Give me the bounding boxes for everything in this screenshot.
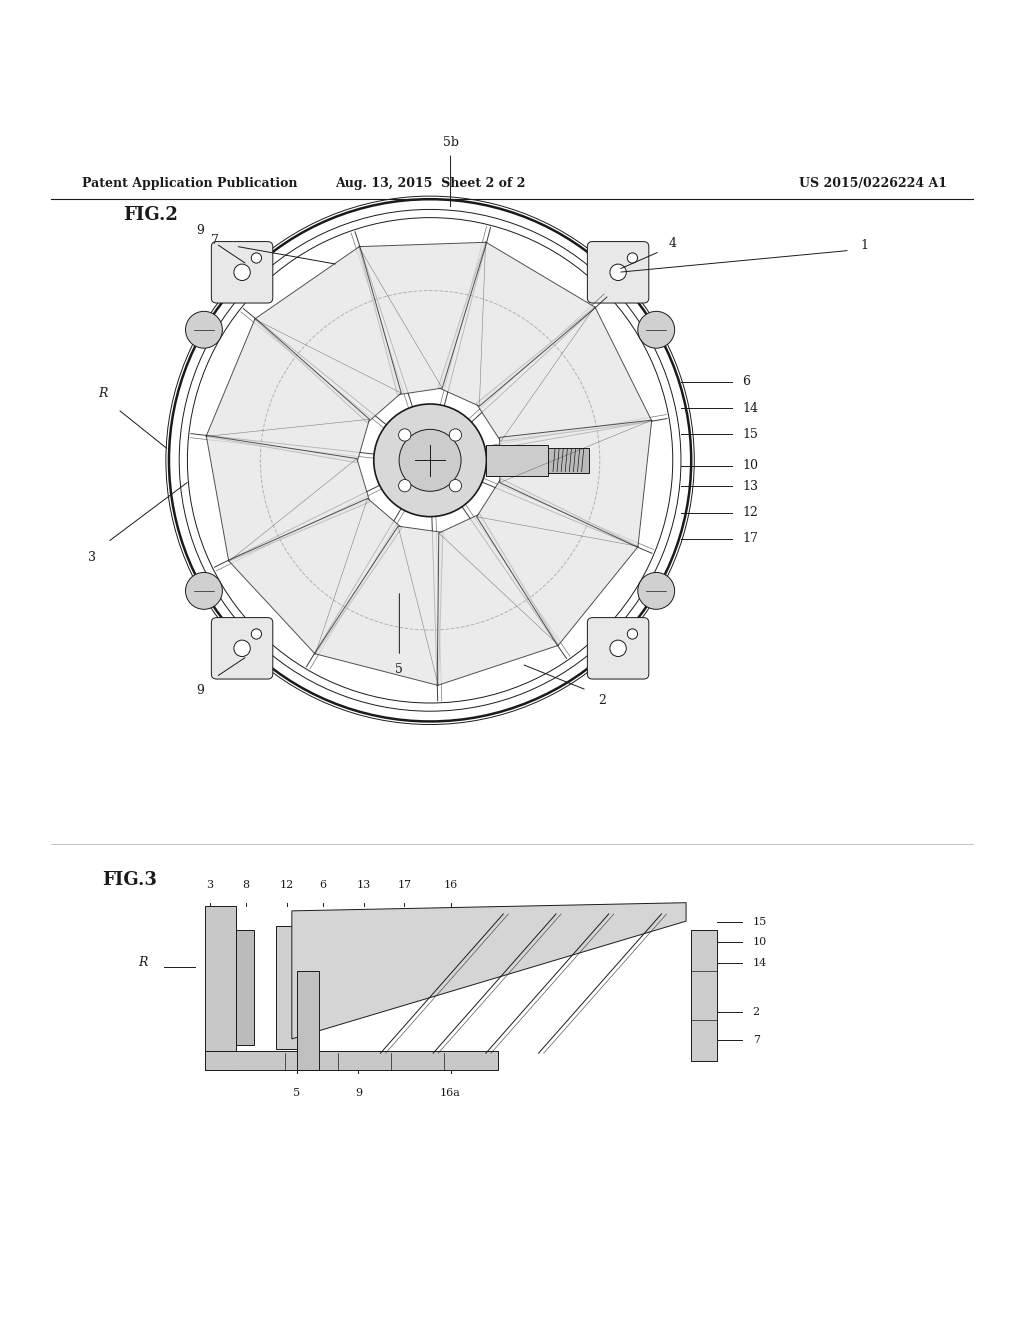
Polygon shape	[437, 513, 559, 685]
Text: 9: 9	[197, 224, 204, 238]
Circle shape	[251, 253, 261, 263]
Text: 16: 16	[443, 880, 458, 891]
Circle shape	[185, 312, 222, 348]
Text: 4: 4	[669, 238, 677, 249]
Polygon shape	[438, 242, 596, 407]
Bar	[236, 931, 254, 1045]
Bar	[691, 931, 717, 1061]
Text: 10: 10	[753, 937, 767, 946]
Text: 12: 12	[742, 506, 759, 519]
Circle shape	[610, 640, 627, 656]
Circle shape	[185, 573, 222, 610]
Text: 3: 3	[207, 880, 213, 891]
Text: 10: 10	[742, 459, 759, 473]
Text: 5: 5	[395, 663, 403, 676]
FancyBboxPatch shape	[211, 618, 272, 678]
Circle shape	[628, 253, 638, 263]
Circle shape	[638, 573, 675, 610]
Circle shape	[450, 429, 462, 441]
Bar	[297, 972, 319, 1069]
Circle shape	[450, 479, 462, 492]
Text: 7: 7	[211, 235, 219, 247]
Text: 14: 14	[753, 958, 767, 968]
Text: 6: 6	[319, 880, 326, 891]
Text: 16a: 16a	[440, 1088, 461, 1098]
Text: 12: 12	[280, 880, 294, 891]
Circle shape	[610, 264, 627, 281]
Text: 7: 7	[753, 1035, 760, 1045]
Polygon shape	[206, 436, 370, 561]
Text: FIG.2: FIG.2	[123, 206, 178, 223]
Text: 17: 17	[397, 880, 412, 891]
Bar	[205, 1051, 498, 1069]
Circle shape	[638, 312, 675, 348]
Text: R: R	[138, 956, 148, 969]
Text: 6: 6	[742, 375, 751, 388]
Polygon shape	[500, 420, 651, 548]
Polygon shape	[477, 479, 638, 645]
Text: 13: 13	[356, 880, 371, 891]
Circle shape	[251, 628, 261, 639]
Polygon shape	[206, 318, 370, 463]
FancyBboxPatch shape	[588, 618, 649, 678]
Text: Patent Application Publication: Patent Application Publication	[82, 177, 297, 190]
FancyBboxPatch shape	[211, 242, 272, 304]
Text: R: R	[97, 387, 108, 400]
Circle shape	[233, 640, 250, 656]
Text: 9: 9	[197, 684, 204, 697]
FancyBboxPatch shape	[588, 242, 649, 304]
Text: 9: 9	[355, 1088, 361, 1098]
Text: 5b: 5b	[442, 136, 459, 149]
Text: US 2015/0226224 A1: US 2015/0226224 A1	[799, 177, 947, 190]
Circle shape	[399, 429, 461, 491]
Polygon shape	[255, 247, 401, 422]
Text: 17: 17	[742, 532, 759, 545]
Text: 3: 3	[88, 552, 96, 564]
Text: 15: 15	[742, 428, 759, 441]
Polygon shape	[358, 243, 486, 395]
Bar	[205, 906, 236, 1069]
Circle shape	[398, 479, 411, 492]
Text: 15: 15	[753, 917, 767, 927]
Polygon shape	[476, 306, 652, 441]
Text: 13: 13	[742, 480, 759, 492]
Polygon shape	[292, 903, 686, 1039]
Text: 1: 1	[860, 239, 868, 252]
Text: FIG.3: FIG.3	[102, 871, 158, 890]
Text: Aug. 13, 2015  Sheet 2 of 2: Aug. 13, 2015 Sheet 2 of 2	[335, 177, 525, 190]
Text: 2: 2	[598, 694, 606, 708]
Text: 2: 2	[753, 1007, 760, 1018]
Text: 5: 5	[294, 1088, 300, 1098]
Polygon shape	[314, 527, 443, 685]
Polygon shape	[486, 445, 548, 475]
Text: 8: 8	[243, 880, 249, 891]
Circle shape	[398, 429, 411, 441]
Circle shape	[374, 404, 486, 516]
Polygon shape	[228, 499, 401, 655]
Circle shape	[233, 264, 250, 281]
Text: 14: 14	[742, 401, 759, 414]
Circle shape	[628, 628, 638, 639]
Bar	[276, 927, 302, 1049]
Polygon shape	[548, 447, 589, 473]
